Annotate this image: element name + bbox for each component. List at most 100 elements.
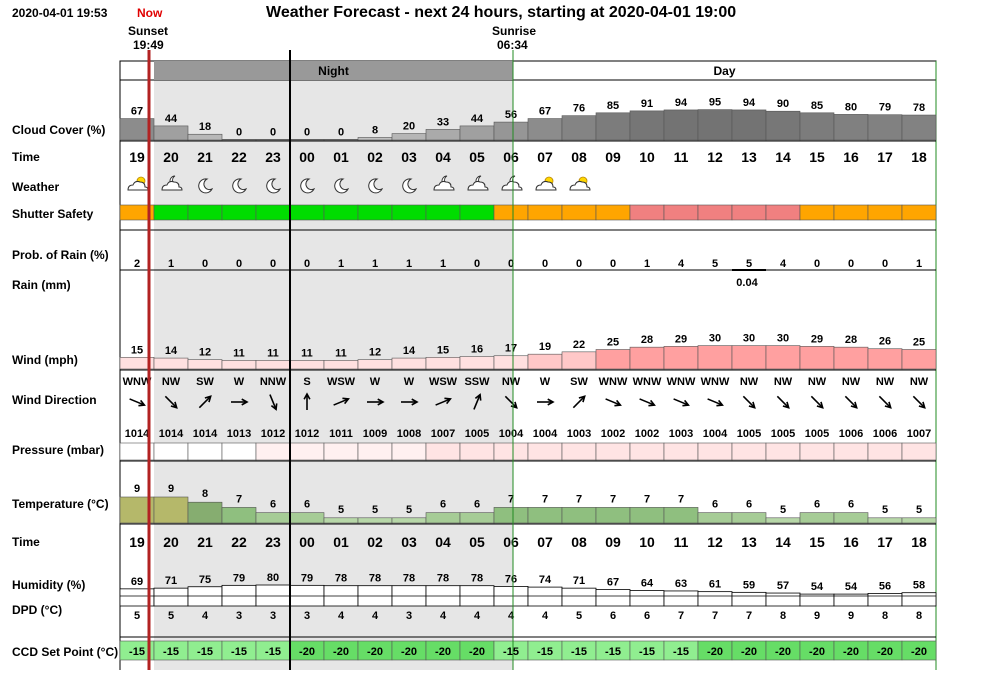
pressure-cell bbox=[323, 442, 359, 461]
wind-speed-bar bbox=[459, 356, 495, 370]
cloud-cover-value: 76 bbox=[573, 103, 585, 115]
humidity-value: 61 bbox=[709, 579, 721, 591]
wind-direction-label: W bbox=[540, 376, 551, 388]
temperature-bar bbox=[765, 517, 801, 524]
pressure-cell bbox=[527, 442, 563, 461]
humidity-value: 76 bbox=[505, 573, 517, 585]
hour-label-bottom: 06 bbox=[503, 534, 519, 550]
wind-direction-label: NW bbox=[842, 376, 861, 388]
temperature-value: 7 bbox=[576, 493, 582, 505]
cloud-cover-value: 44 bbox=[471, 113, 484, 125]
pressure-value: 1005 bbox=[771, 428, 795, 440]
rain-prob-value: 5 bbox=[746, 258, 752, 270]
rain-prob-value: 0 bbox=[882, 258, 888, 270]
hour-label-bottom: 14 bbox=[775, 534, 791, 550]
pressure-value: 1009 bbox=[363, 428, 387, 440]
temperature-bar bbox=[391, 517, 427, 524]
hour-label: 11 bbox=[674, 149, 689, 165]
partly-cloudy-day-icon bbox=[535, 176, 557, 191]
moon-icon bbox=[300, 178, 316, 194]
humidity-value: 79 bbox=[233, 572, 245, 584]
wind-arrow-icon bbox=[435, 397, 452, 406]
wind-arrow-icon bbox=[605, 398, 622, 407]
cloud-cover-bar bbox=[799, 112, 835, 141]
wind-direction-label: WSW bbox=[327, 376, 356, 388]
cloud-cover-bar bbox=[561, 115, 597, 141]
hour-label: 20 bbox=[163, 149, 179, 165]
wind-direction-label: W bbox=[234, 376, 245, 388]
temperature-value: 6 bbox=[746, 499, 752, 511]
wind-speed-bar bbox=[697, 345, 733, 370]
temperature-bar bbox=[493, 507, 529, 524]
hour-label: 18 bbox=[911, 149, 927, 165]
hour-label-bottom: 23 bbox=[265, 534, 281, 550]
cloud-cover-value: 85 bbox=[811, 100, 823, 112]
shutter-safety-cell bbox=[493, 204, 529, 221]
wind-speed-bar bbox=[357, 359, 393, 370]
humidity-value: 78 bbox=[335, 573, 347, 585]
dpd-value: 7 bbox=[712, 610, 718, 622]
hour-label-bottom: 15 bbox=[809, 534, 825, 550]
moon-icon bbox=[334, 178, 350, 194]
wind-arrow-icon bbox=[572, 395, 586, 409]
dpd-value: 7 bbox=[678, 610, 684, 622]
temperature-bar bbox=[459, 512, 495, 524]
hour-label: 04 bbox=[435, 149, 451, 165]
pressure-cell bbox=[425, 442, 461, 461]
humidity-bar bbox=[255, 584, 291, 607]
wind-speed-value: 30 bbox=[743, 333, 755, 345]
temperature-value: 8 bbox=[202, 488, 208, 500]
dpd-value: 4 bbox=[542, 610, 549, 622]
temperature-bar bbox=[255, 512, 291, 524]
ccd-set-point-value: -15 bbox=[571, 646, 587, 658]
humidity-value: 78 bbox=[437, 573, 449, 585]
ccd-set-point-value: -15 bbox=[163, 646, 179, 658]
wind-arrow-icon bbox=[473, 393, 482, 410]
temperature-value: 7 bbox=[644, 493, 650, 505]
moon-icon bbox=[266, 178, 282, 194]
pressure-value: 1007 bbox=[907, 428, 931, 440]
hour-label-bottom: 12 bbox=[707, 534, 723, 550]
hour-label-bottom: 03 bbox=[401, 534, 417, 550]
temperature-bar bbox=[731, 512, 767, 524]
cloud-cover-bar bbox=[731, 109, 767, 141]
now-label: Now bbox=[137, 6, 163, 20]
rain-prob-value: 0 bbox=[576, 258, 582, 270]
pressure-value: 1005 bbox=[465, 428, 489, 440]
cloud-cover-bar bbox=[153, 125, 189, 141]
pressure-value: 1005 bbox=[737, 428, 761, 440]
wind-direction-label: NNW bbox=[260, 376, 287, 388]
ccd-set-point-value: -20 bbox=[775, 646, 791, 658]
moon-icon bbox=[368, 178, 384, 194]
ccd-set-point-value: -15 bbox=[673, 646, 689, 658]
pressure-cell bbox=[867, 442, 903, 461]
cloud-cover-value: 8 bbox=[372, 124, 378, 136]
temperature-bar bbox=[527, 507, 563, 524]
wind-speed-value: 29 bbox=[675, 333, 687, 345]
humidity-value: 56 bbox=[879, 580, 891, 592]
humidity-value: 69 bbox=[131, 576, 143, 588]
temperature-value: 9 bbox=[168, 483, 174, 495]
wind-speed-bar bbox=[153, 357, 189, 370]
chart-title: Weather Forecast - next 24 hours, starti… bbox=[266, 4, 737, 21]
cloud-cover-bar bbox=[629, 110, 665, 141]
wind-arrow-icon bbox=[129, 398, 146, 407]
dpd-value: 9 bbox=[848, 610, 854, 622]
shutter-safety-cell bbox=[697, 204, 733, 221]
wind-speed-value: 12 bbox=[199, 347, 211, 359]
rain-prob-value: 1 bbox=[372, 258, 378, 270]
pressure-cell bbox=[391, 442, 427, 461]
cloud-cover-bar bbox=[323, 139, 359, 141]
pressure-cell bbox=[663, 442, 699, 461]
hour-label-bottom: 10 bbox=[639, 534, 655, 550]
temperature-bar bbox=[425, 512, 461, 524]
pressure-value: 1002 bbox=[635, 428, 659, 440]
shutter-safety-cell bbox=[799, 204, 835, 221]
hour-label-bottom: 07 bbox=[537, 534, 553, 550]
row-label-ccd: CCD Set Point (°C) bbox=[12, 645, 119, 659]
shutter-safety-cell bbox=[765, 204, 801, 221]
dpd-value: 7 bbox=[746, 610, 752, 622]
wind-arrow-icon bbox=[639, 398, 656, 407]
row-label-humidity: Humidity (%) bbox=[12, 578, 86, 592]
ccd-set-point-value: -20 bbox=[367, 646, 383, 658]
